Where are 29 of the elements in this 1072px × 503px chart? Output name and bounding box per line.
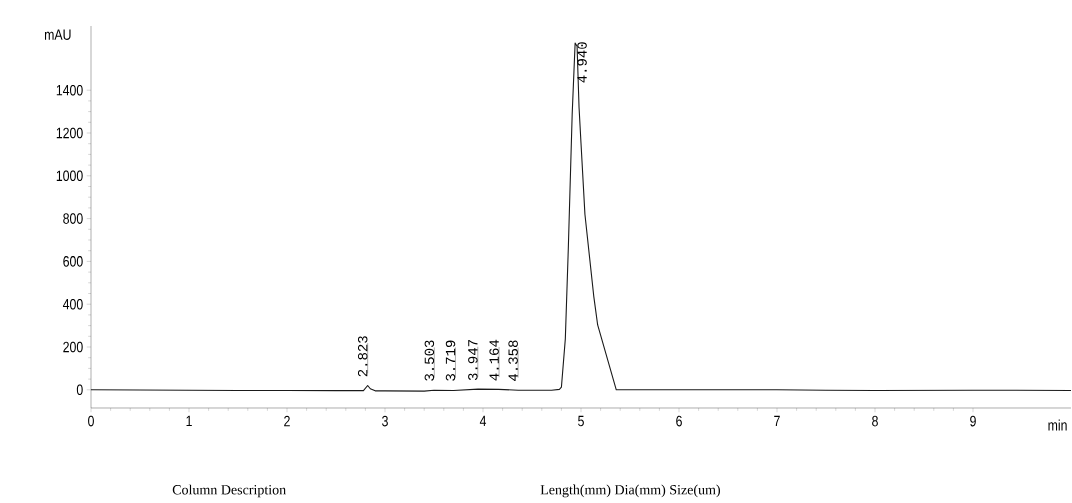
annotation: 4.358 <box>508 340 518 381</box>
y-tick-label: 400 <box>62 298 83 310</box>
y-tick-label: 600 <box>63 256 83 267</box>
x-tick-label: 0 <box>88 415 94 427</box>
annotation: 2.823 <box>357 336 368 377</box>
annotation: 4.164 <box>489 339 499 381</box>
y-tick-label: 1400 <box>56 84 83 96</box>
annotation: 3.719 <box>445 340 456 381</box>
annotation: 3.947 <box>468 340 478 381</box>
x-tick-label: 2 <box>284 415 290 427</box>
x-tick-label: 3 <box>382 415 388 427</box>
x-tick-label: 9 <box>970 415 976 427</box>
x-tick-label: 4 <box>479 415 487 427</box>
y-tick-label: 800 <box>63 213 83 224</box>
y-axis-title: mAU <box>44 29 71 40</box>
x-tick-label: 5 <box>578 415 584 427</box>
annotation: 4.940 <box>577 42 587 83</box>
text: Column Description <box>172 484 286 498</box>
x-axis-title: min <box>1048 419 1067 431</box>
x-tick-label: 8 <box>872 415 878 427</box>
x-tick-label: 6 <box>676 415 682 427</box>
y-tick-label: 0 <box>76 384 83 396</box>
text: Length(mm) Dia(mm) Size(um) <box>540 484 720 498</box>
x-tick-label: 7 <box>774 415 780 427</box>
y-tick-label: 1200 <box>56 127 83 139</box>
y-tick-label: 1000 <box>56 170 83 182</box>
x-tick-label: 1 <box>186 415 192 427</box>
y-tick-label: 200 <box>63 341 83 353</box>
annotation: 3.503 <box>424 340 435 381</box>
